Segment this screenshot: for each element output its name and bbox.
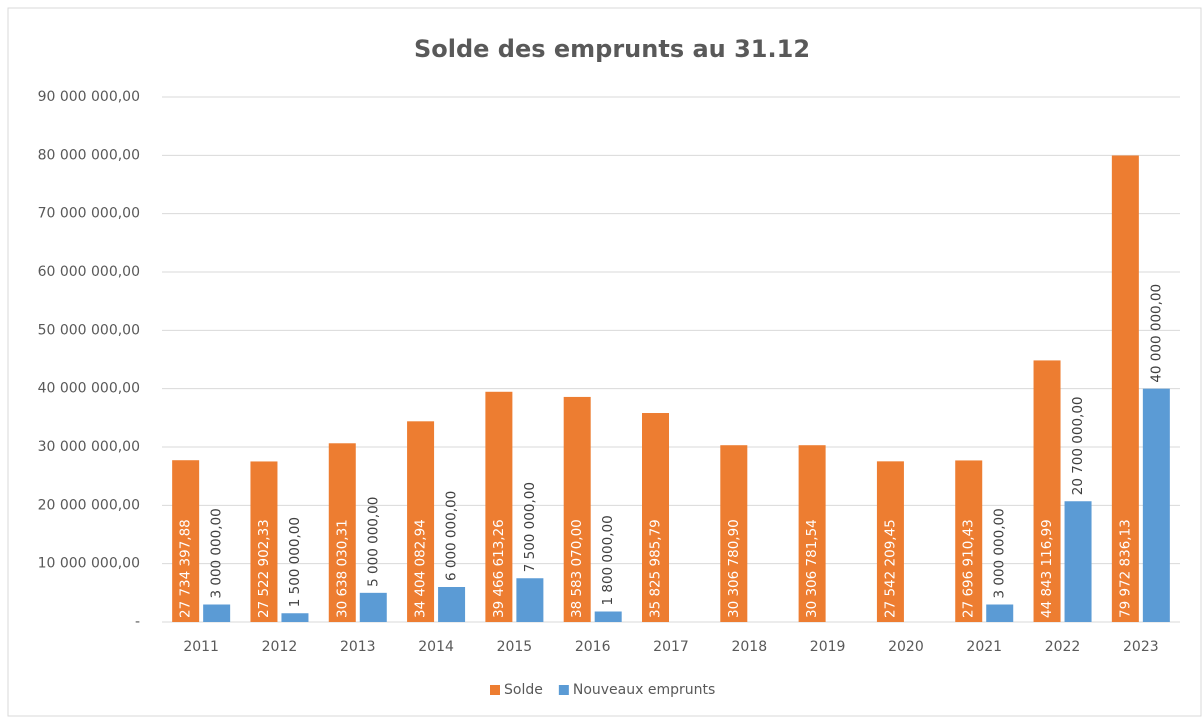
y-tick-label: 30 000 000,00 (38, 439, 140, 455)
x-tick-label: 2018 (731, 639, 767, 655)
y-tick-label: 40 000 000,00 (38, 381, 140, 397)
value-label: 40 000 000,00 (1148, 284, 1164, 383)
chart-title: Solde des emprunts au 31.12 (414, 35, 810, 63)
x-tick-label: 2022 (1045, 639, 1081, 655)
bar (250, 461, 278, 622)
bar (1064, 501, 1092, 622)
legend-swatch (490, 685, 500, 695)
value-label: 30 306 780,90 (726, 519, 742, 618)
legend-label: Nouveaux emprunts (573, 682, 715, 698)
bar (1033, 360, 1061, 622)
value-label: 30 306 781,54 (804, 519, 820, 618)
x-tick-label: 2015 (497, 639, 533, 655)
value-label: 3 000 000,00 (209, 508, 225, 598)
bar (328, 443, 356, 622)
value-label: 27 696 910,43 (961, 519, 977, 618)
y-tick-label: 50 000 000,00 (38, 322, 140, 338)
legend-swatch (558, 685, 569, 695)
bar (359, 592, 387, 622)
value-label: 7 500 000,00 (522, 482, 538, 572)
bar (1111, 155, 1139, 622)
y-tick-label: - (135, 614, 140, 630)
value-label: 34 404 082,94 (413, 519, 429, 618)
bar (594, 611, 622, 622)
value-label: 1 800 000,00 (600, 515, 616, 605)
y-tick-label: 60 000 000,00 (38, 264, 140, 280)
value-label: 20 700 000,00 (1070, 396, 1086, 495)
x-tick-label: 2023 (1123, 639, 1159, 655)
bar (407, 421, 435, 622)
value-label: 5 000 000,00 (365, 497, 381, 587)
bar (955, 460, 983, 622)
value-label: 38 583 070,00 (569, 519, 585, 618)
x-tick-label: 2019 (810, 639, 846, 655)
y-tick-label: 20 000 000,00 (38, 497, 140, 513)
bar (516, 578, 544, 622)
bar (172, 460, 200, 622)
y-tick-label: 90 000 000,00 (38, 89, 140, 105)
chart-border (7, 7, 1202, 717)
y-tick-label: 80 000 000,00 (38, 147, 140, 163)
value-label: 6 000 000,00 (444, 491, 460, 581)
bar (798, 445, 826, 622)
bar (438, 587, 466, 622)
x-tick-label: 2014 (418, 639, 454, 655)
value-label: 39 466 613,26 (491, 519, 507, 618)
y-tick-label: 70 000 000,00 (38, 206, 140, 222)
bar (986, 604, 1014, 622)
bar (876, 461, 904, 622)
legend-label: Solde (504, 682, 543, 698)
value-label: 35 825 985,79 (648, 519, 664, 618)
bar (563, 396, 591, 622)
bar (1142, 388, 1170, 622)
value-label: 79 972 836,13 (1117, 519, 1133, 618)
x-tick-label: 2017 (653, 639, 689, 655)
x-tick-label: 2013 (340, 639, 376, 655)
x-tick-label: 2016 (575, 639, 611, 655)
bar (642, 413, 669, 622)
x-tick-label: 2020 (888, 639, 924, 655)
bar (720, 445, 748, 622)
bar (485, 391, 513, 622)
value-label: 1 500 000,00 (287, 517, 303, 607)
bar (203, 604, 231, 622)
value-label: 27 542 209,45 (882, 519, 898, 618)
y-tick-label: 10 000 000,00 (38, 556, 140, 572)
value-label: 30 638 030,31 (334, 519, 350, 618)
value-label: 27 734 397,88 (178, 519, 194, 618)
x-tick-label: 2021 (966, 639, 1002, 655)
bar (281, 613, 309, 622)
x-tick-label: 2011 (183, 639, 219, 655)
value-label: 44 843 116,99 (1039, 519, 1055, 618)
x-tick-label: 2012 (262, 639, 298, 655)
value-label: 3 000 000,00 (992, 508, 1008, 598)
value-label: 27 522 902,33 (256, 519, 272, 618)
